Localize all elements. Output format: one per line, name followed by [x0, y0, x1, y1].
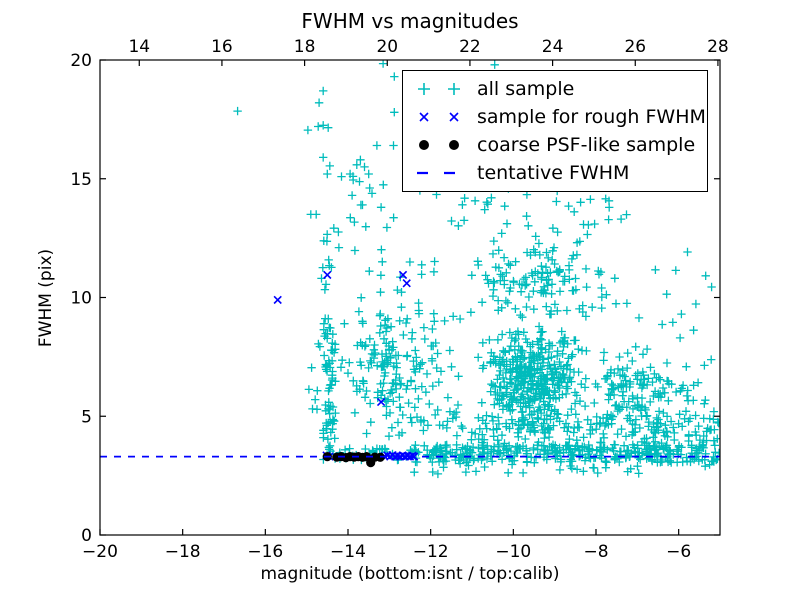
x-tick-label-bottom: −18: [165, 542, 201, 562]
y-tick-label: 0: [81, 526, 92, 546]
x-tick-label-bottom: −16: [247, 542, 283, 562]
x-tick-label-top: 14: [128, 37, 150, 57]
plot-title: FWHM vs magnitudes: [301, 9, 519, 33]
x-tick-label-top: 20: [376, 37, 398, 57]
x-axis-label: magnitude (bottom:isnt / top:calib): [260, 564, 560, 584]
y-tick-label: 15: [70, 170, 92, 190]
x-tick-label-bottom: −6: [666, 542, 691, 562]
x-tick-label-top: 26: [624, 37, 646, 57]
legend-label: sample for rough FWHM: [477, 105, 706, 128]
x-tick-label-bottom: −12: [413, 542, 449, 562]
plus-marker-icon: [411, 79, 467, 99]
x-tick-label-top: 28: [707, 37, 729, 57]
dashed-line-icon: [417, 171, 455, 175]
x-tick-label-bottom: −8: [583, 542, 608, 562]
legend-box: all sample sample for rough FWHM coarse …: [402, 70, 708, 192]
x-tick-label-bottom: −20: [82, 542, 118, 562]
legend-entry-all-sample: all sample: [411, 79, 701, 99]
legend-entry-tentative-fwhm: tentative FWHM: [411, 163, 701, 183]
legend-entry-rough-fwhm: sample for rough FWHM: [411, 107, 706, 127]
legend-label: tentative FWHM: [477, 161, 630, 184]
x-marker-icon: [419, 112, 459, 122]
x-tick-label-bottom: −10: [495, 542, 531, 562]
x-tick-label-bottom: −14: [330, 542, 366, 562]
x-tick-label-top: 22: [459, 37, 481, 57]
x-tick-label-top: 18: [294, 37, 316, 57]
legend-label: coarse PSF-like sample: [477, 133, 696, 156]
legend-entry-psf-sample: coarse PSF-like sample: [411, 135, 701, 155]
dot-marker-icon: [419, 140, 459, 150]
y-tick-label: 5: [81, 407, 92, 427]
y-tick-label: 20: [70, 51, 92, 71]
x-tick-label-top: 24: [542, 37, 564, 57]
legend-label: all sample: [477, 77, 575, 100]
x-tick-label-top: 16: [211, 37, 233, 57]
y-tick-label: 10: [70, 289, 92, 309]
